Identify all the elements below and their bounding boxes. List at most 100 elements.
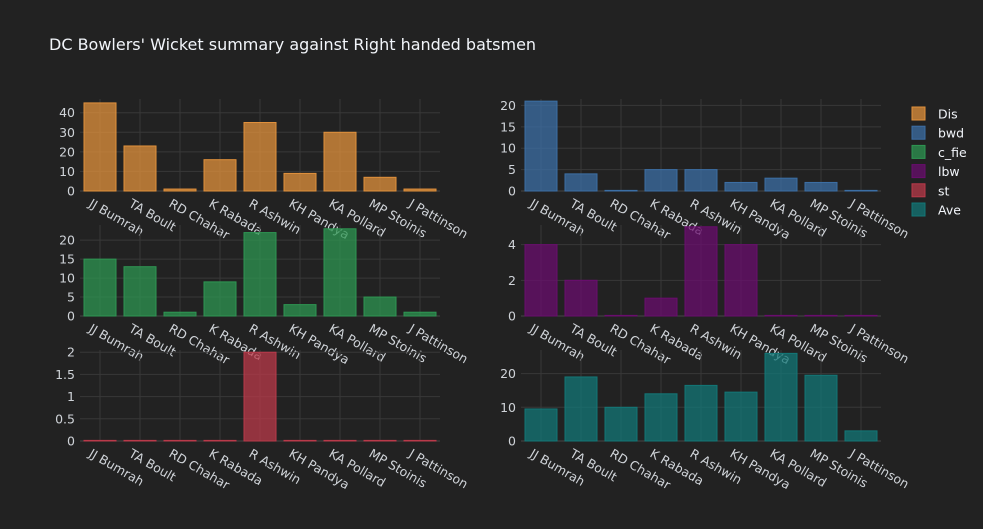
- legend-label: lbw: [938, 164, 960, 179]
- y-tick-label: 0.5: [55, 411, 75, 426]
- bar-bwd-ka-pollard[interactable]: [764, 177, 798, 192]
- legend-swatch: [911, 125, 926, 140]
- bar-bwd-j-pattinson[interactable]: [844, 189, 878, 192]
- legend-swatch: [911, 164, 926, 179]
- bar-lbw-j-pattinson[interactable]: [844, 314, 878, 317]
- legend-item-c-fie[interactable]: c_fie: [911, 144, 967, 160]
- legend-swatch: [911, 106, 926, 121]
- bar-bwd-mp-stoinis[interactable]: [804, 181, 838, 192]
- legend-swatch: [911, 144, 926, 159]
- bar-ave-mp-stoinis[interactable]: [804, 374, 838, 442]
- legend-swatch: [911, 183, 926, 198]
- bar-dis-k-rabada[interactable]: [203, 159, 237, 192]
- y-tick-label: 0: [67, 309, 75, 324]
- bar-lbw-rd-chahar[interactable]: [604, 314, 638, 317]
- bar-lbw-r-ashwin[interactable]: [684, 226, 718, 317]
- bar-st-mp-stoinis[interactable]: [363, 439, 397, 442]
- bar-c-fie-ta-boult[interactable]: [123, 266, 157, 317]
- y-tick-label: 4: [508, 237, 516, 252]
- y-tick-label: 0: [508, 434, 516, 449]
- legend-label: Dis: [938, 107, 958, 122]
- legend-item-ave[interactable]: Ave: [911, 202, 961, 218]
- legend-item-dis[interactable]: Dis: [911, 106, 958, 122]
- y-tick-label: 20: [59, 233, 75, 248]
- bar-bwd-kh-pandya[interactable]: [724, 181, 758, 192]
- bar-c-fie-r-ashwin[interactable]: [243, 232, 277, 317]
- bar-c-fie-rd-chahar[interactable]: [163, 311, 197, 317]
- legend-swatch: [911, 202, 926, 217]
- bar-ave-k-rabada[interactable]: [644, 393, 678, 442]
- bar-ave-jj-bumrah[interactable]: [524, 408, 558, 442]
- bar-st-jj-bumrah[interactable]: [83, 439, 117, 442]
- y-tick-label: 0: [508, 309, 516, 324]
- bar-dis-r-ashwin[interactable]: [243, 121, 277, 192]
- bar-c-fie-jj-bumrah[interactable]: [83, 258, 117, 317]
- bar-ave-r-ashwin[interactable]: [684, 384, 718, 442]
- bar-dis-j-pattinson[interactable]: [403, 188, 437, 192]
- chart-title: DC Bowlers' Wicket summary against Right…: [49, 35, 536, 54]
- legend-label: c_fie: [938, 145, 967, 160]
- bar-bwd-rd-chahar[interactable]: [604, 189, 638, 192]
- bar-lbw-kh-pandya[interactable]: [724, 244, 758, 317]
- bar-ave-rd-chahar[interactable]: [604, 406, 638, 442]
- y-tick-label: 2: [508, 273, 516, 288]
- bar-st-j-pattinson[interactable]: [403, 439, 437, 442]
- y-tick-label: 10: [500, 400, 516, 415]
- bar-st-ka-pollard[interactable]: [323, 439, 357, 442]
- bar-bwd-ta-boult[interactable]: [564, 173, 598, 192]
- bar-bwd-r-ashwin[interactable]: [684, 169, 718, 192]
- y-tick-label: 30: [59, 125, 75, 140]
- bar-bwd-jj-bumrah[interactable]: [524, 100, 558, 192]
- bar-c-fie-j-pattinson[interactable]: [403, 311, 437, 317]
- legend-item-st[interactable]: st: [911, 183, 950, 198]
- bar-lbw-k-rabada[interactable]: [644, 297, 678, 317]
- y-tick-label: 10: [59, 271, 75, 286]
- bar-st-kh-pandya[interactable]: [283, 439, 317, 442]
- bar-dis-ta-boult[interactable]: [123, 145, 157, 192]
- bar-dis-rd-chahar[interactable]: [163, 188, 197, 192]
- legend-item-lbw[interactable]: lbw: [911, 164, 960, 179]
- y-tick-label: 40: [59, 105, 75, 120]
- y-tick-label: 15: [59, 252, 75, 267]
- bar-st-r-ashwin[interactable]: [243, 351, 277, 442]
- y-tick-label: 10: [59, 164, 75, 179]
- bar-bwd-k-rabada[interactable]: [644, 169, 678, 192]
- y-tick-label: 20: [500, 98, 516, 113]
- bar-lbw-ka-pollard[interactable]: [764, 314, 798, 317]
- y-tick-label: 0: [67, 434, 75, 449]
- bar-c-fie-k-rabada[interactable]: [203, 281, 237, 317]
- bar-st-ta-boult[interactable]: [123, 439, 157, 442]
- bar-lbw-mp-stoinis[interactable]: [804, 314, 838, 317]
- bar-c-fie-mp-stoinis[interactable]: [363, 296, 397, 317]
- bar-st-rd-chahar[interactable]: [163, 439, 197, 442]
- bar-c-fie-kh-pandya[interactable]: [283, 304, 317, 317]
- y-tick-label: 1: [67, 389, 75, 404]
- bar-dis-ka-pollard[interactable]: [323, 131, 357, 192]
- legend-label: bwd: [938, 126, 964, 141]
- bar-lbw-jj-bumrah[interactable]: [524, 244, 558, 317]
- bar-lbw-ta-boult[interactable]: [564, 279, 598, 317]
- bar-c-fie-ka-pollard[interactable]: [323, 228, 357, 317]
- bar-dis-jj-bumrah[interactable]: [83, 102, 117, 192]
- legend-label: st: [938, 183, 950, 198]
- y-tick-label: 2: [67, 345, 75, 360]
- y-tick-label: 0: [508, 184, 516, 199]
- bar-ave-kh-pandya[interactable]: [724, 391, 758, 442]
- bar-ave-j-pattinson[interactable]: [844, 430, 878, 442]
- bar-ave-ta-boult[interactable]: [564, 376, 598, 442]
- bar-st-k-rabada[interactable]: [203, 439, 237, 442]
- y-tick-label: 20: [500, 366, 516, 381]
- bar-ave-ka-pollard[interactable]: [764, 352, 798, 442]
- bar-dis-mp-stoinis[interactable]: [363, 176, 397, 192]
- bar-dis-kh-pandya[interactable]: [283, 172, 317, 192]
- y-tick-label: 0: [67, 184, 75, 199]
- legend-item-bwd[interactable]: bwd: [911, 125, 964, 141]
